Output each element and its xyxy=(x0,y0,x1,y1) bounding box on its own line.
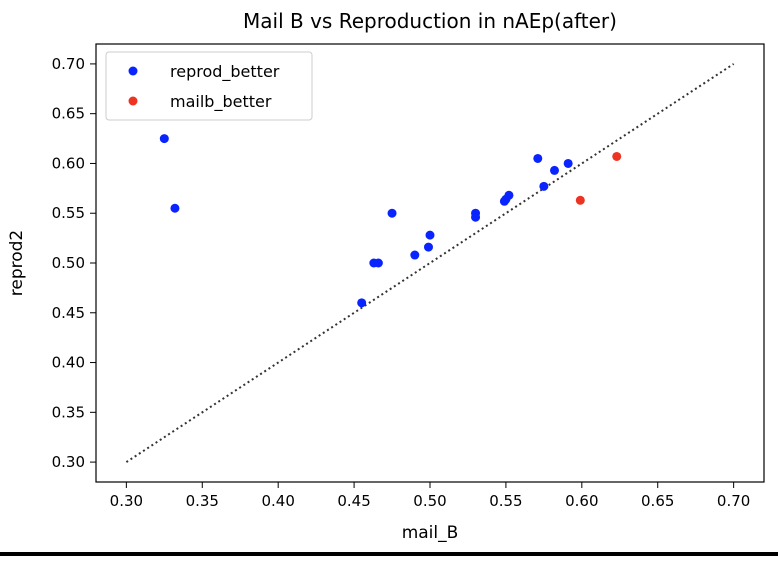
reference-line-layer xyxy=(125,63,735,463)
point-reprod-better xyxy=(471,208,481,218)
x-axis: 0.30 0.35 0.40 0.45 0.50 0.55 0.60 0.65 0.70 xyxy=(110,482,750,510)
y-axis-label: reprod2 xyxy=(7,230,27,297)
x-tick-label: 0.70 xyxy=(717,492,750,510)
x-tick-label: 0.35 xyxy=(186,492,219,510)
point-reprod-better xyxy=(410,250,420,260)
point-reprod-better xyxy=(504,190,514,200)
x-tick-label: 0.45 xyxy=(337,492,370,510)
x-tick-label: 0.50 xyxy=(413,492,446,510)
point-reprod-better xyxy=(423,242,433,252)
y-tick-label: 0.65 xyxy=(52,105,85,123)
y-tick-label: 0.35 xyxy=(52,403,85,421)
point-reprod-better xyxy=(549,165,559,175)
bottom-border xyxy=(0,552,778,556)
point-reprod-better xyxy=(387,208,397,218)
point-reprod-better xyxy=(159,134,169,144)
point-reprod-better xyxy=(170,203,180,213)
y-tick-label: 0.45 xyxy=(52,304,85,322)
y-axis: 0.30 0.35 0.40 0.45 0.50 0.55 0.60 0.65 0.70 xyxy=(52,55,96,471)
legend: reprod_better mailb_better xyxy=(105,51,313,121)
point-reprod-better xyxy=(563,158,573,168)
y-tick-label: 0.30 xyxy=(52,453,85,471)
x-axis-label: mail_B xyxy=(402,523,459,543)
legend-box xyxy=(105,51,313,121)
points-layer xyxy=(159,134,622,308)
legend-marker-mailb-better xyxy=(128,96,138,106)
point-reprod-better xyxy=(539,181,549,191)
y-tick-label: 0.55 xyxy=(52,204,85,222)
legend-marker-reprod-better xyxy=(128,66,138,76)
point-mailb-better xyxy=(612,151,622,161)
reference-line xyxy=(125,63,735,463)
y-tick-label: 0.60 xyxy=(52,154,85,172)
x-tick-label: 0.55 xyxy=(489,492,522,510)
point-reprod-better xyxy=(373,258,383,268)
legend-label-mailb-better: mailb_better xyxy=(170,92,272,112)
point-mailb-better xyxy=(575,195,585,205)
point-reprod-better xyxy=(425,230,435,240)
x-tick-label: 0.30 xyxy=(110,492,143,510)
x-tick-label: 0.60 xyxy=(565,492,598,510)
x-tick-label: 0.65 xyxy=(641,492,674,510)
chart-title: Mail B vs Reproduction in nAEp(after) xyxy=(243,9,617,33)
x-tick-label: 0.40 xyxy=(261,492,294,510)
y-tick-label: 0.50 xyxy=(52,254,85,272)
y-tick-label: 0.70 xyxy=(52,55,85,73)
y-tick-label: 0.40 xyxy=(52,354,85,372)
point-reprod-better xyxy=(357,298,367,308)
point-reprod-better xyxy=(533,153,543,163)
legend-label-reprod-better: reprod_better xyxy=(170,62,280,82)
